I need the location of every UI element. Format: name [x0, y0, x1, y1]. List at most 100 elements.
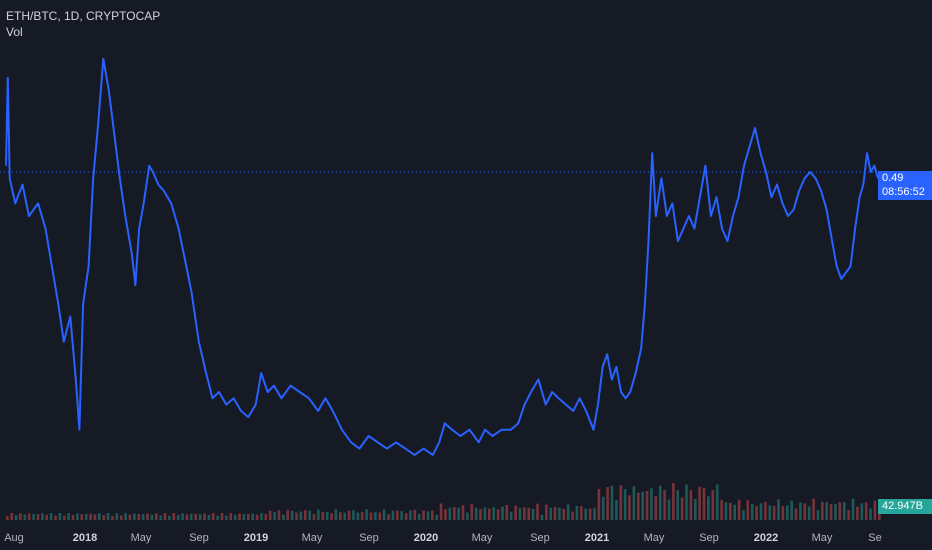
volume-bar [483, 507, 487, 520]
current-price-value: 0.49 [882, 172, 904, 184]
volume-bar [641, 491, 644, 520]
volume-bar [374, 512, 377, 520]
volume-bar [172, 513, 176, 520]
volume-bar [610, 486, 614, 520]
volume-bar [128, 514, 132, 520]
x-axis-tick-label: Aug [4, 532, 24, 544]
volume-bar [304, 510, 307, 520]
volume-bar [137, 514, 141, 520]
volume-bar [580, 506, 583, 520]
volume-bar [45, 514, 48, 520]
volume-bar [711, 490, 715, 520]
x-axis-tick-label: 2022 [754, 532, 778, 544]
volume-bar [606, 487, 609, 520]
volume-bar [558, 507, 561, 520]
volume-bar [680, 497, 684, 520]
volume-bar [545, 504, 548, 520]
volume-bar [356, 512, 360, 520]
volume-bar [119, 515, 123, 520]
volume-bar [759, 503, 763, 520]
volume-bar [444, 509, 447, 520]
volume-bar [417, 513, 421, 520]
volume-bar [211, 513, 215, 520]
volume-bar [19, 513, 22, 520]
volume-bar [733, 504, 736, 520]
x-axis-tick-label: May [812, 532, 833, 544]
volume-bar [645, 490, 649, 520]
volume-bar [41, 513, 44, 520]
volume-bar [786, 505, 789, 520]
volume-bar [58, 513, 62, 520]
volume-bar [619, 485, 623, 520]
volume-bar [851, 498, 855, 520]
volume-bar [387, 514, 390, 520]
volume-bar [76, 513, 79, 520]
volume-bar [111, 515, 114, 520]
volume-bar [470, 504, 474, 520]
volume-bar [575, 505, 579, 520]
volume-bar [80, 514, 84, 520]
volume-bar [14, 515, 18, 520]
volume-bar [746, 500, 750, 520]
x-axis-tick-label: 2019 [244, 532, 268, 544]
volume-bar [479, 508, 482, 520]
volume-bar [330, 513, 333, 520]
volume-bar [720, 500, 723, 520]
x-axis-tick-label: Sep [359, 532, 379, 544]
volume-bar [115, 513, 119, 520]
volume-bar [501, 506, 504, 520]
volume-bar [71, 514, 75, 520]
volume-bar [860, 503, 864, 520]
volume-bar [27, 513, 31, 520]
volume-bar [821, 501, 824, 520]
volume-bar [514, 505, 517, 520]
volume-bar [185, 514, 189, 520]
volume-value-tag: 42.947B [878, 499, 932, 514]
volume-bar [404, 513, 408, 520]
volume-bar [325, 511, 329, 520]
volume-bar [93, 514, 97, 520]
volume-bar [238, 513, 241, 520]
volume-bar [584, 508, 587, 520]
volume-bar [474, 507, 478, 520]
volume-bar [216, 515, 219, 520]
volume-bar [597, 489, 601, 520]
volume-bar [816, 510, 820, 520]
x-axis-tick-label: Sep [699, 532, 719, 544]
volume-bar [286, 509, 289, 520]
symbol-title: ETH/BTC, 1D, CRYPTOCAP [6, 9, 161, 23]
volume-bar [6, 516, 9, 520]
volume-bar [203, 513, 206, 520]
volume-bar [466, 512, 469, 520]
volume-bar [84, 513, 88, 520]
volume-bar [694, 499, 697, 520]
volume-bar [702, 488, 706, 520]
volume-bar [225, 515, 228, 520]
volume-bar [255, 514, 259, 520]
volume-bar [352, 510, 355, 520]
volume-bar [321, 511, 325, 520]
volume-bar [23, 514, 27, 520]
volume-bar [36, 514, 40, 520]
volume-bar [124, 513, 127, 520]
volume-bar [488, 508, 491, 520]
volume-bar [229, 513, 233, 520]
x-axis-tick-label: 2018 [73, 532, 97, 544]
volume-bar [453, 507, 456, 520]
volume-bar [299, 511, 303, 520]
volume-bar [312, 514, 316, 520]
volume-bar [260, 513, 263, 520]
volume-bar [527, 507, 530, 520]
volume-bar [426, 511, 430, 520]
volume-bar [632, 486, 636, 520]
volume-legend-label: Vol [6, 25, 23, 39]
volume-bar [496, 509, 500, 520]
volume-bar [593, 508, 596, 520]
volume-bar [698, 486, 701, 520]
volume-bar [334, 509, 338, 520]
volume-bar [295, 512, 298, 520]
volume-bar [777, 499, 780, 520]
volume-bar [650, 488, 653, 520]
volume-bar [233, 514, 237, 520]
